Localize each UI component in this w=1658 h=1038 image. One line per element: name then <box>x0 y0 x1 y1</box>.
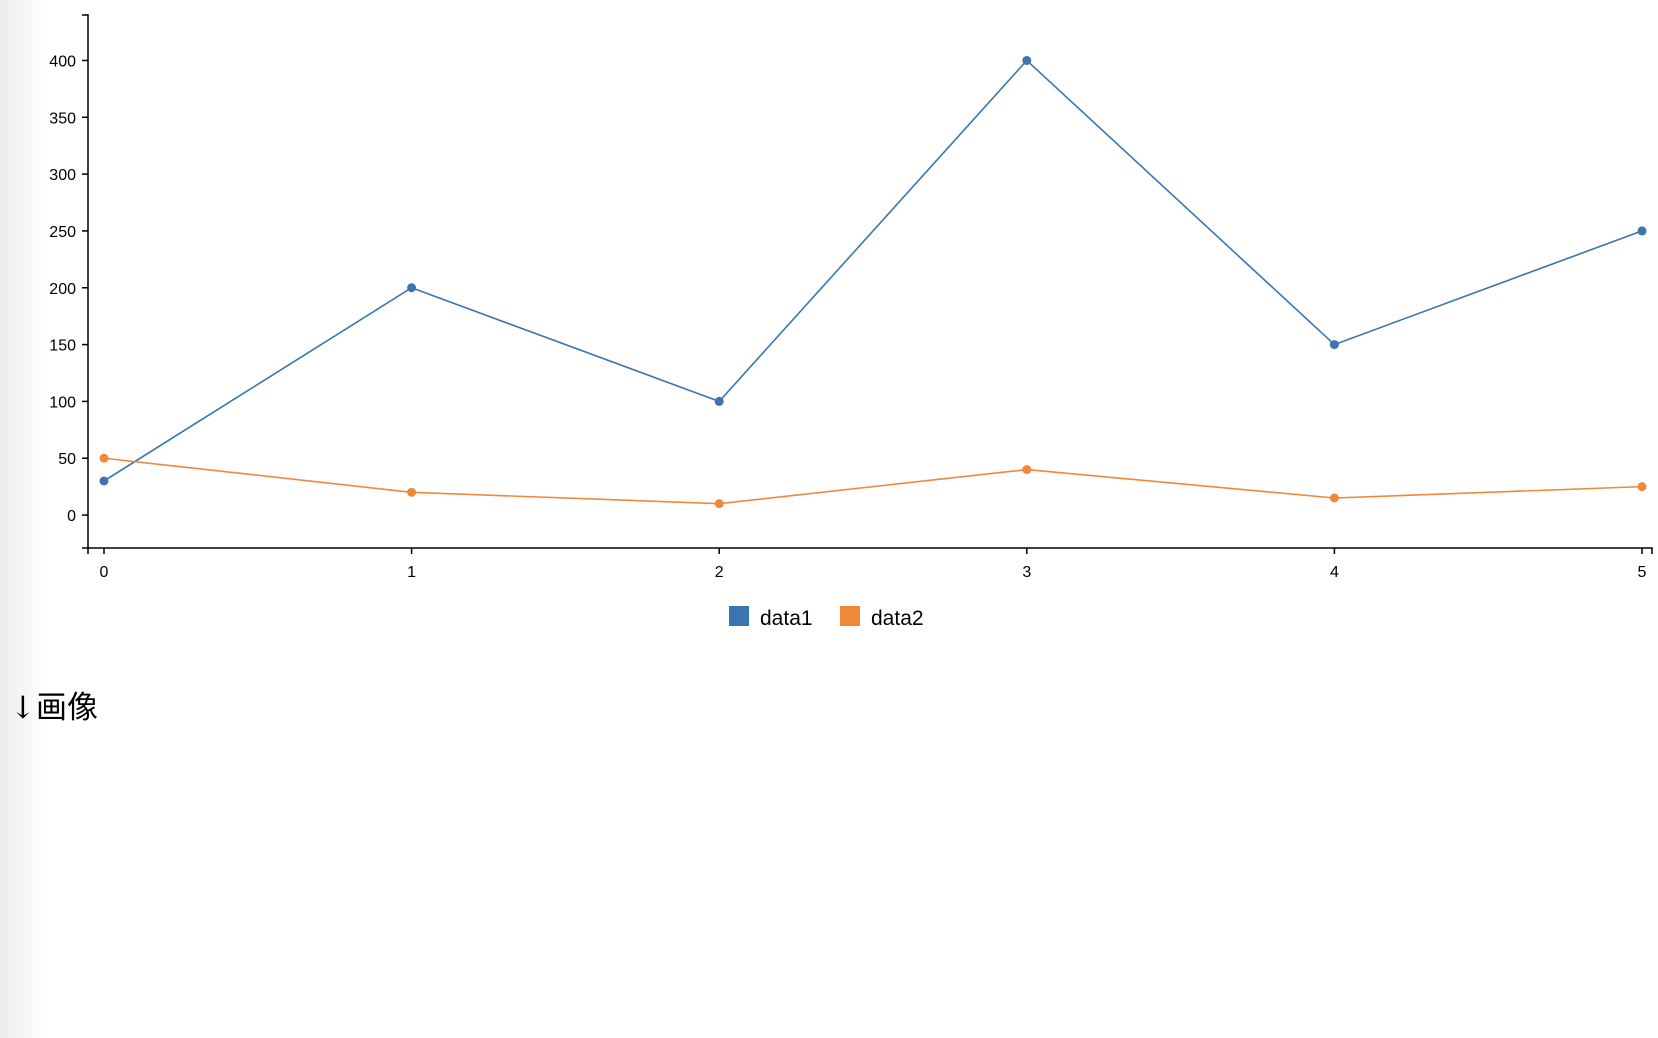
y-tick-label: 100 <box>49 394 76 411</box>
data-point <box>1637 226 1647 236</box>
x-axis <box>87 547 1653 554</box>
x-tick-label: 1 <box>407 564 416 581</box>
y-tick: 350 <box>49 110 88 127</box>
y-tick-label: 0 <box>67 508 76 525</box>
x-tick-label: 3 <box>1022 564 1031 581</box>
y-tick-label: 350 <box>49 110 76 127</box>
legend-swatch <box>840 606 860 626</box>
series-line <box>103 457 1643 505</box>
y-tick-label: 300 <box>49 167 76 184</box>
y-tick-label: 250 <box>49 224 76 241</box>
y-tick: 50 <box>58 451 88 468</box>
x-tick-label: 2 <box>715 564 724 581</box>
y-tick-label: 200 <box>49 281 76 298</box>
legend-label: data2 <box>871 607 924 630</box>
data-point <box>714 396 724 406</box>
data-point <box>1022 465 1032 475</box>
series-line <box>103 59 1643 482</box>
data-point <box>99 476 109 486</box>
legend-label: data1 <box>760 607 813 630</box>
y-tick-label: 150 <box>49 338 76 355</box>
section-heading: ↓画像 <box>10 690 98 726</box>
series-data2 <box>99 453 1647 509</box>
line-chart: 0 50 100 150 200 250 300 350 400 0 1 2 3 4 5 data1 data2 <box>49 14 1653 630</box>
x-tick: 0 <box>100 548 109 581</box>
x-tick-label: 5 <box>1638 564 1647 581</box>
x-tick-label: 0 <box>100 564 109 581</box>
y-tick: 300 <box>49 167 88 184</box>
y-tick: 150 <box>49 338 88 355</box>
data-point <box>1329 493 1339 503</box>
y-tick: 0 <box>67 508 88 525</box>
x-tick: 2 <box>715 548 724 581</box>
x-tick: 4 <box>1330 548 1339 581</box>
y-tick: 200 <box>49 281 88 298</box>
data-point <box>1329 340 1339 350</box>
y-tick: 250 <box>49 224 88 241</box>
y-tick-label: 400 <box>49 53 76 70</box>
x-tick: 1 <box>407 548 416 581</box>
x-tick: 3 <box>1022 548 1031 581</box>
data-point <box>99 453 109 463</box>
series-data1 <box>99 55 1647 486</box>
data-point <box>714 499 724 509</box>
data-point <box>1022 55 1032 65</box>
data-point <box>407 283 417 293</box>
legend-item-data1: data1 <box>729 606 813 630</box>
legend-item-data2: data2 <box>840 606 924 630</box>
data-point <box>407 487 417 497</box>
y-tick: 100 <box>49 394 88 411</box>
y-axis <box>82 14 89 549</box>
data-point <box>1637 482 1647 492</box>
legend-swatch <box>729 606 749 626</box>
x-tick-label: 4 <box>1330 564 1339 581</box>
y-tick-label: 50 <box>58 451 76 468</box>
y-tick: 400 <box>49 53 88 70</box>
left-shade <box>0 0 48 1038</box>
x-tick: 5 <box>1638 548 1647 581</box>
